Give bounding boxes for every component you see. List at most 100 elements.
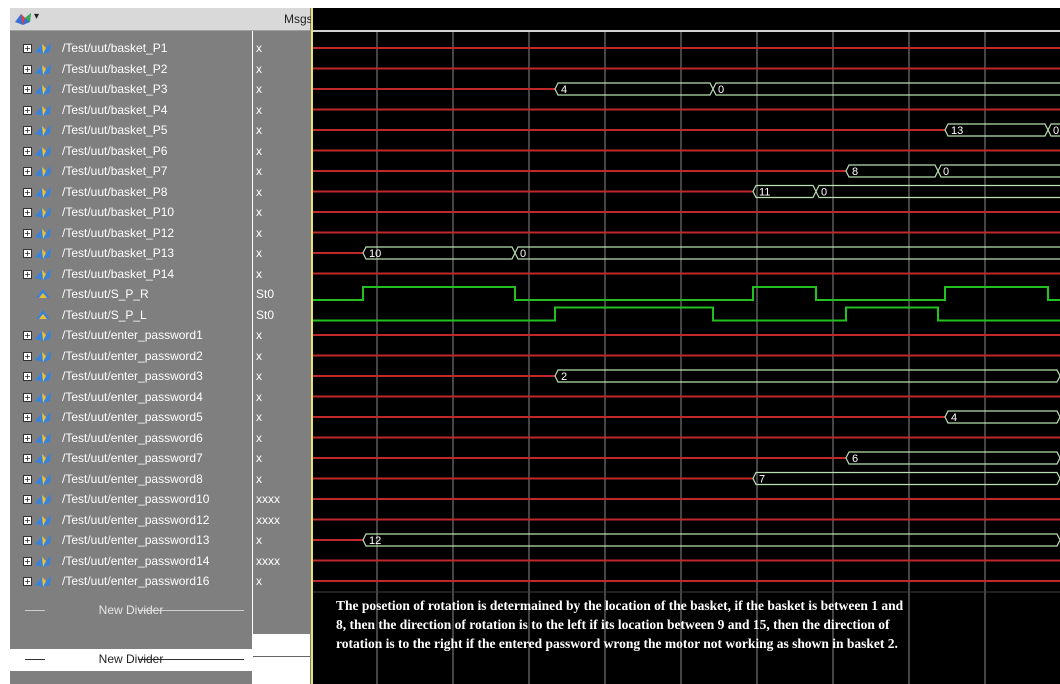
signal-row[interactable]: + /Test/uut/enter_password7 x	[10, 448, 310, 468]
expand-icon[interactable]: +	[23, 372, 32, 381]
bus-signal-icon	[35, 350, 51, 362]
signal-value: x	[256, 225, 262, 240]
signal-name: /Test/uut/basket_P12	[62, 225, 175, 240]
signal-name: /Test/uut/enter_password7	[62, 451, 203, 465]
bus-signal-icon	[35, 186, 51, 198]
bus-signal-icon	[35, 248, 51, 259]
signal-value: x	[256, 328, 262, 342]
bus-value-segment	[554, 369, 1060, 383]
expand-icon[interactable]: +	[23, 167, 32, 176]
waveform-canvas[interactable]: 4 0 13 0 8 0 11 0 10 0 2 4 6 7 12	[313, 8, 1060, 684]
expand-icon[interactable]: +	[23, 536, 32, 545]
expand-icon[interactable]: +	[23, 331, 32, 340]
expand-icon[interactable]: +	[23, 126, 32, 135]
bus-value-segment	[712, 82, 1060, 96]
signal-row[interactable]: + /Test/uut/basket_P13 x	[10, 243, 310, 263]
signal-value: xxxx	[256, 512, 280, 527]
bus-value-label: 0	[718, 84, 724, 96]
bit-waveform	[313, 306, 1060, 322]
expand-icon[interactable]: +	[23, 351, 32, 361]
signal-row[interactable]: + /Test/uut/enter_password13 x	[10, 530, 310, 550]
expand-icon[interactable]: +	[23, 556, 32, 566]
signal-row[interactable]: + /Test/uut/basket_P6 x	[10, 141, 310, 161]
signal-row[interactable]: + /Test/uut/basket_P12 x	[10, 223, 310, 243]
expand-icon[interactable]: +	[23, 228, 32, 238]
divider-label: New Divider	[98, 603, 164, 617]
expand-icon[interactable]: +	[23, 85, 32, 94]
divider-row[interactable]: New Divider	[10, 649, 252, 671]
dropdown-caret-icon[interactable]: ▾	[34, 11, 40, 22]
signal-row[interactable]: + /Test/uut/enter_password16 x	[10, 571, 310, 591]
signal-value: x	[256, 533, 262, 547]
signal-row[interactable]: + /Test/uut/basket_P7 x	[10, 161, 310, 181]
expand-icon[interactable]: +	[23, 392, 32, 402]
signal-row[interactable]: + /Test/uut/basket_P10 x	[10, 202, 310, 222]
signal-row[interactable]: /Test/uut/S_P_R St0	[10, 284, 310, 304]
bus-value-label: 12	[369, 535, 381, 547]
bus-signal-icon	[35, 453, 51, 464]
expand-icon[interactable]: +	[23, 515, 32, 525]
signal-values-column	[252, 8, 311, 684]
signal-row[interactable]: + /Test/uut/enter_password10 xxxx	[10, 489, 310, 509]
wave-type-menu-icon[interactable]	[13, 10, 33, 28]
expand-icon[interactable]: +	[23, 474, 32, 484]
expand-icon[interactable]: +	[23, 413, 32, 422]
msgs-column-header: Msgs	[284, 12, 313, 26]
expand-icon[interactable]: +	[23, 577, 32, 586]
signal-row[interactable]: + /Test/uut/enter_password4 x	[10, 387, 310, 407]
expand-icon[interactable]: +	[23, 269, 32, 279]
expand-icon[interactable]: +	[23, 64, 32, 74]
expand-icon[interactable]: +	[23, 44, 32, 53]
expand-icon[interactable]: +	[23, 105, 32, 115]
bus-value-segment	[554, 82, 714, 96]
signal-row[interactable]: + /Test/uut/enter_password5 x	[10, 407, 310, 427]
expand-icon[interactable]: +	[23, 146, 32, 156]
expand-icon[interactable]: +	[23, 208, 32, 217]
bus-value-segment	[845, 451, 1060, 465]
expand-icon[interactable]: +	[23, 495, 32, 504]
expand-icon[interactable]: +	[23, 187, 32, 197]
bus-signal-icon	[35, 43, 51, 54]
expand-icon[interactable]: +	[23, 249, 32, 258]
signal-row[interactable]: + /Test/uut/basket_P8 x	[10, 182, 310, 202]
bus-value-segment	[1047, 123, 1060, 137]
signal-name: /Test/uut/basket_P13	[62, 246, 175, 260]
bus-signal-icon	[35, 576, 51, 587]
signal-row[interactable]: + /Test/uut/enter_password12 xxxx	[10, 510, 310, 530]
divider-line-right	[138, 610, 244, 611]
signal-name: /Test/uut/enter_password3	[62, 369, 203, 383]
signal-name: /Test/uut/enter_password8	[62, 471, 203, 486]
signal-value: x	[256, 348, 262, 363]
bus-value-label: 4	[561, 84, 567, 96]
signal-row[interactable]: + /Test/uut/enter_password6 x	[10, 428, 310, 448]
signal-row[interactable]: + /Test/uut/enter_password3 x	[10, 366, 310, 386]
signal-row[interactable]: + /Test/uut/basket_P5 x	[10, 120, 310, 140]
bus-signal-icon	[35, 227, 51, 239]
bus-signal-icon	[35, 104, 51, 116]
signal-row[interactable]: + /Test/uut/basket_P1 x	[10, 38, 310, 58]
signal-row[interactable]: + /Test/uut/basket_P4 x	[10, 100, 310, 120]
bus-value-label: 10	[369, 248, 381, 260]
expand-icon[interactable]: +	[23, 433, 32, 443]
bus-signal-icon	[35, 84, 51, 95]
bus-signal-icon	[35, 514, 51, 526]
signal-row[interactable]: + /Test/uut/basket_P3 x	[10, 79, 310, 99]
waveform-pane[interactable]: 4 0 13 0 8 0 11 0 10 0 2 4 6 7 12	[313, 8, 1060, 684]
bus-value-segment	[752, 471, 1060, 486]
signal-row[interactable]: + /Test/uut/basket_P14 x	[10, 264, 310, 284]
signal-row[interactable]: + /Test/uut/enter_password14 xxxx	[10, 551, 310, 571]
signal-row[interactable]: + /Test/uut/enter_password2 x	[10, 346, 310, 366]
signal-row[interactable]: + /Test/uut/enter_password1 x	[10, 325, 310, 345]
signal-name: /Test/uut/enter_password10	[62, 492, 210, 506]
expand-icon[interactable]: +	[23, 454, 32, 463]
signal-row[interactable]: /Test/uut/S_P_L St0	[10, 305, 310, 325]
signal-row[interactable]: + /Test/uut/basket_P2 x	[10, 59, 310, 79]
bus-value-segment	[514, 246, 1060, 260]
signal-name: /Test/uut/basket_P6	[62, 143, 168, 158]
bus-signal-icon	[35, 555, 51, 567]
divider-row[interactable]: New Divider	[10, 600, 252, 622]
signal-row[interactable]: + /Test/uut/enter_password8 x	[10, 469, 310, 489]
time-cursor[interactable]	[311, 8, 313, 684]
signal-name: /Test/uut/enter_password5	[62, 410, 203, 424]
